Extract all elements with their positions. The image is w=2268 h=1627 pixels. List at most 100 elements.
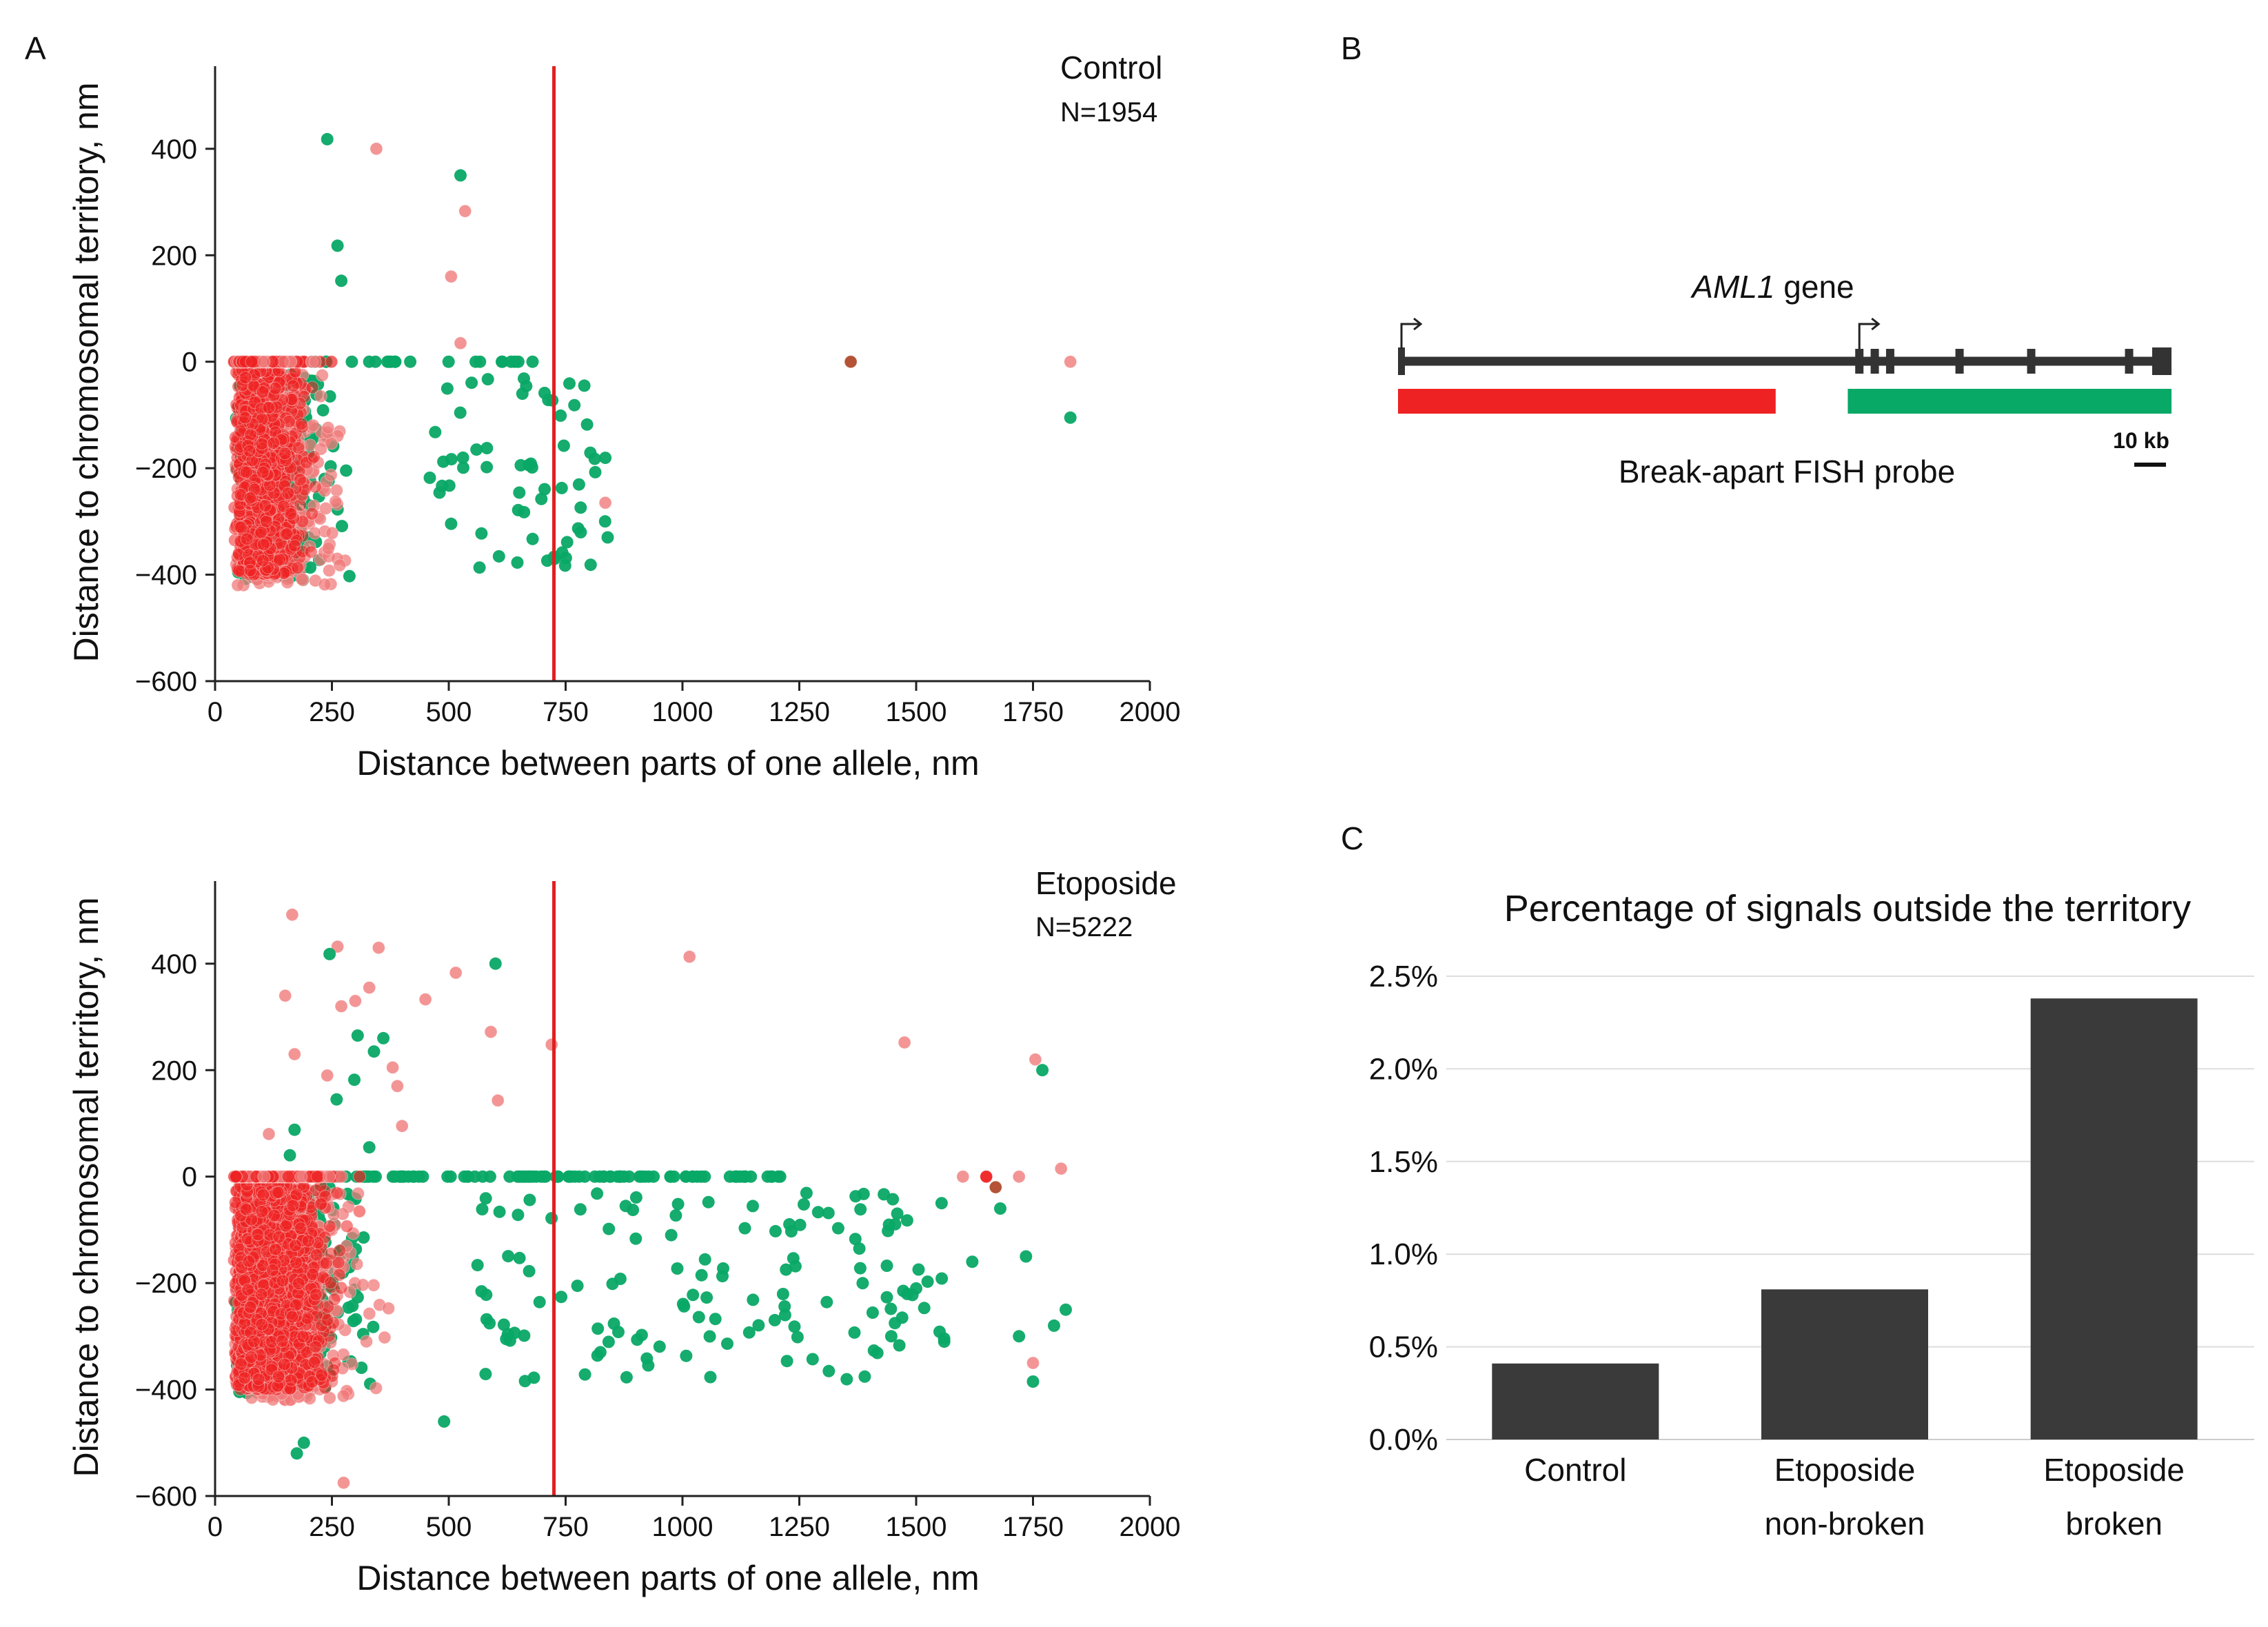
y-axis-label: Distance to chromosomal territory, nm [67,83,105,663]
scatter-point [591,1322,605,1335]
scatter-point [325,526,339,540]
scatter-point [798,1198,810,1211]
scatter-point [306,418,320,432]
scatter-point [897,1284,910,1297]
x-axis-label: Distance between parts of one allele, nm [356,744,979,782]
scatter-point [584,446,597,459]
scatter-point [442,355,455,368]
scatter-point [856,1277,869,1290]
scatter-point [318,578,332,592]
scatter-point [286,379,300,393]
y-tick-label: 400 [151,134,197,165]
scatter-point [469,355,482,368]
scatter-point [523,1193,536,1206]
scatter-point [671,1262,684,1275]
scatter-point [480,461,494,474]
scatter-point [292,441,305,455]
scatter-point [340,464,353,477]
scatter-point [511,556,524,569]
panel-label-a: A [25,30,46,66]
scatter-point [866,1306,879,1319]
scatter-point [822,1364,836,1377]
scatter-point [231,578,245,592]
scatter-point [345,355,358,368]
scatter-point [558,559,571,572]
scatter-point [700,1291,713,1304]
scatter-point [921,1275,934,1289]
scatter-point [848,1326,861,1339]
scatter-point [305,381,319,394]
scatter-point [240,532,254,546]
scatter-point [738,1222,751,1235]
scatter-point [319,502,332,515]
scatter-point [627,1204,640,1216]
scatter-point [479,1368,492,1381]
scatter-point [367,1320,380,1333]
scatter-point [481,373,494,386]
scatter-point [525,461,538,474]
scatter-point [330,483,343,497]
scatter-point [329,494,343,508]
scatter-point [232,564,246,578]
scatter-point [234,521,248,534]
x-tick-label: 1750 [1002,697,1064,727]
scatter-point [680,1349,693,1362]
scatter-point [356,1278,369,1292]
scatter-point [555,481,568,494]
scatter-point [560,536,574,549]
scatter-point [880,1291,893,1304]
scatter-point [256,465,270,479]
scatter-point [308,355,322,369]
x-tick-label: 1000 [652,697,713,727]
scatter-point [533,1295,546,1308]
scatter-point [820,1295,833,1308]
scatter-point [629,1191,642,1204]
scatter-point [709,1313,722,1326]
scatter-point [331,239,344,252]
scatter-point [612,1326,625,1339]
x-tick-label: 500 [426,697,472,727]
scatter-point [465,376,478,390]
scatter-point [574,526,587,538]
scatter-point [480,1289,493,1302]
scatter-point [378,1331,392,1344]
scatter-point [287,539,301,553]
scatter-point [526,355,539,368]
scatter-chart-etoposide: 0 250 500 750 1000 1250 1500 1750 2000−600−400−2… [67,865,1180,1597]
panel-label-b: B [1341,30,1362,66]
scatter-point [556,546,569,559]
scatter-point [887,1193,900,1206]
scatter-point [918,1302,931,1315]
scatter-point [640,1352,654,1365]
scatter-point [554,409,567,422]
scatter-point [273,553,287,567]
scatter-point [303,1392,316,1405]
y-tick-label: −200 [135,454,197,484]
scatter-point [526,532,539,545]
scatter-point [458,204,472,218]
scatter-point [501,1328,514,1341]
scatter-point [791,1331,804,1344]
scatter-point [369,1382,383,1395]
scatter-point [343,569,356,583]
scatter-point [369,142,383,156]
scatter-point [853,1262,867,1275]
scatter-point [891,1207,904,1220]
scatter-point [555,1291,568,1304]
scatter-point [291,561,305,575]
scatter-point [321,541,335,555]
scatter-point [321,132,334,145]
scatter-point [1064,411,1077,424]
scatter-point [563,377,576,390]
scatter-point [703,1330,716,1343]
scatter-point [256,538,270,552]
scatter-point [493,1205,506,1218]
scatter-point [687,1289,700,1302]
y-tick-label: 200 [151,241,197,271]
scatter-point [445,453,458,466]
scatter-point [369,355,382,368]
scatter-point [262,401,276,414]
scatter-point [806,1353,819,1366]
scatter-point [475,527,488,540]
